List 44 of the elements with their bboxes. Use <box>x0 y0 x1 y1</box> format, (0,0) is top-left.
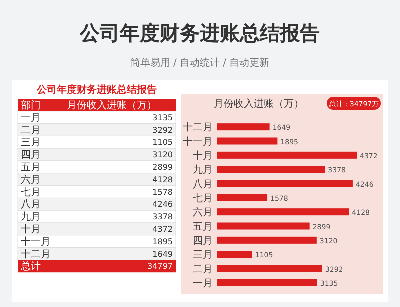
text: 1105 <box>152 138 173 148</box>
text: 1578 <box>152 188 173 197</box>
text: 3135 <box>152 113 173 122</box>
text: 34797 <box>148 262 173 272</box>
y-tick-label: 六月 <box>193 206 213 219</box>
text: 4372 <box>152 225 173 234</box>
category-label: 十月 <box>21 224 41 236</box>
y-tick-label: 三月 <box>193 250 213 262</box>
text: 3292 <box>152 126 173 135</box>
text: 4128 <box>152 175 173 184</box>
category-label: 四月 <box>21 150 41 162</box>
y-tick-label: 九月 <box>193 164 213 176</box>
y-tick-label: 十二月 <box>183 122 213 134</box>
text: 公司年度财务进账总结报告 <box>36 84 157 96</box>
category-label: 三月 <box>21 138 41 149</box>
y-tick-label: 十一月 <box>183 136 213 148</box>
text: 3120 <box>152 150 173 160</box>
category-label: 九月 <box>21 212 41 224</box>
y-tick-label: 一月 <box>193 278 213 290</box>
text: 2899 <box>152 163 173 172</box>
text: 月份收入进账（万） <box>214 98 304 110</box>
category-label: 一月 <box>21 112 41 124</box>
chart-subtitle: 简单易用 / 自动统计 / 自动更新 <box>130 57 270 69</box>
category-label: 十二月 <box>21 249 51 260</box>
category-label: 七月 <box>21 187 41 198</box>
text: 总计 <box>20 260 41 273</box>
text: 3378 <box>152 212 173 222</box>
text: 4246 <box>152 200 173 210</box>
category-label: 十一月 <box>21 236 51 248</box>
text: 1649 <box>152 250 173 259</box>
y-tick-label: 四月 <box>193 236 213 247</box>
category-label: 二月 <box>21 125 41 136</box>
chart-title: 公司年度财务进账总结报告 <box>79 21 320 45</box>
text: 部门 <box>21 100 41 112</box>
category-label: 八月 <box>21 200 41 211</box>
y-tick-label: 七月 <box>193 192 213 204</box>
category-label: 六月 <box>21 174 41 186</box>
text: 1895 <box>152 237 173 246</box>
y-tick-label: 二月 <box>193 264 213 276</box>
category-label: 五月 <box>21 162 41 174</box>
y-tick-label: 五月 <box>193 222 213 233</box>
y-tick-label: 八月 <box>193 179 213 190</box>
y-tick-label: 十月 <box>193 150 213 162</box>
text: 月份收入进账（万） <box>67 100 157 112</box>
